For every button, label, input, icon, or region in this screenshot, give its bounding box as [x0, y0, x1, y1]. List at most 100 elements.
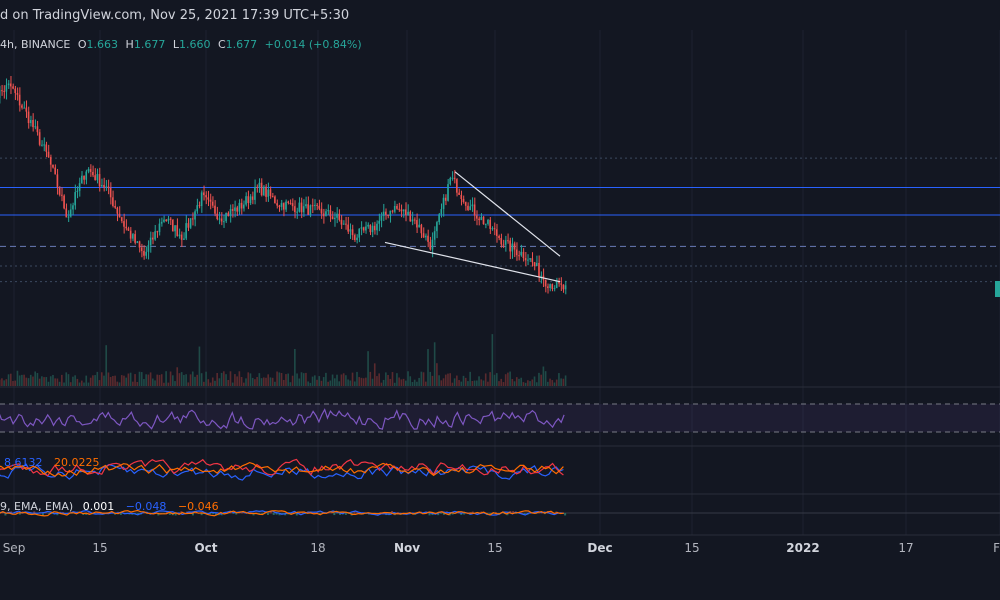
candle-body [444, 197, 447, 201]
volume-bar [538, 372, 540, 386]
candle-body [180, 234, 183, 240]
candle-body [100, 184, 103, 187]
candle-body [282, 203, 285, 210]
volume-bar [58, 381, 61, 386]
macd-histogram-bar [295, 513, 298, 516]
volume-bar [398, 377, 400, 386]
volume-bar [511, 378, 514, 386]
volume-bar [223, 371, 225, 386]
candle-body [473, 204, 476, 216]
candle-body [338, 213, 341, 220]
volume-bar [267, 374, 270, 386]
volume-bar [74, 375, 76, 386]
volume-bar [376, 376, 378, 386]
volume-bar [61, 374, 63, 386]
candle-body [456, 179, 458, 193]
volume-bar [300, 372, 303, 386]
candle-body [478, 218, 480, 221]
macd-histogram-bar [238, 512, 241, 514]
volume-bar [447, 373, 449, 386]
time-axis-label: Dec [587, 541, 612, 555]
volume-bar [314, 375, 316, 386]
candle-body [61, 194, 63, 196]
candle-body [285, 201, 287, 210]
volume-bar [285, 374, 287, 386]
last-price-tag [995, 281, 1000, 297]
macd-histogram-bar [506, 513, 509, 516]
candle-body [314, 204, 316, 206]
candle-body [331, 216, 334, 220]
time-axis-label: 15 [92, 541, 107, 555]
volume-bar [540, 374, 542, 386]
candle-body [294, 206, 296, 213]
volume-bar [504, 374, 507, 386]
candle-body [174, 225, 176, 232]
volume-bar [327, 381, 329, 386]
candle-body [207, 197, 210, 200]
volume-bar [38, 378, 41, 386]
time-axis-label: 15 [684, 541, 699, 555]
trendline-1 [384, 241, 561, 283]
candle-body [544, 279, 547, 287]
candle-body [41, 144, 43, 146]
volume-bar [96, 371, 99, 386]
candle-body [342, 223, 345, 225]
volume-bar [220, 372, 223, 386]
volume-bar [433, 342, 436, 386]
candle-body [154, 231, 156, 240]
candle-body [92, 171, 94, 176]
macd-histogram-bar [157, 513, 160, 516]
volume-bar [256, 377, 258, 386]
macd-histogram-bar [471, 511, 474, 514]
volume-bar [418, 377, 420, 386]
volume-bar [145, 374, 147, 386]
macd-histogram-bar [88, 511, 91, 514]
candle-body [551, 284, 554, 289]
horizontal-levels[interactable] [0, 157, 1000, 283]
candle-body [123, 221, 125, 227]
candle-body [560, 283, 562, 285]
candle-body [160, 221, 163, 224]
candle-body [216, 213, 218, 220]
macd-histogram-bar [18, 513, 21, 515]
candle-body [491, 228, 494, 230]
volume-bar [331, 374, 334, 386]
volume-bar [467, 381, 469, 386]
volume-bar [338, 381, 341, 386]
volume-bar [16, 370, 19, 386]
candle-body [152, 237, 154, 240]
trendlines[interactable] [384, 171, 561, 283]
candle-body [416, 220, 418, 228]
candle-body [515, 249, 518, 256]
candle-body [191, 218, 194, 220]
volume-bar [80, 380, 83, 386]
macd-histogram-bar [209, 513, 212, 515]
volume-bar [34, 371, 37, 386]
volume-bar [427, 349, 429, 386]
candle-body [34, 126, 37, 128]
time-axis-label: 15 [487, 541, 502, 555]
volume-bar [351, 372, 354, 386]
volume-bar [87, 382, 90, 386]
volume-bar [76, 378, 79, 386]
volume-bar [125, 377, 127, 386]
macd-histogram-bar [252, 513, 255, 516]
volume-bar [549, 378, 551, 386]
candle-body [196, 205, 199, 212]
rsi-pane [0, 403, 1000, 433]
volume-bar [473, 380, 476, 386]
candle-body [549, 284, 551, 289]
candle-body [325, 211, 327, 217]
candle-body [436, 222, 438, 232]
volume-bar [280, 373, 283, 386]
volume-bar [493, 374, 496, 386]
candle-body [56, 174, 59, 188]
macd-histogram-bar [564, 513, 567, 516]
candle-body [198, 205, 201, 207]
volume-bar [495, 373, 498, 386]
volume-bar [524, 382, 527, 386]
macd-histogram-bar [281, 513, 284, 515]
candle-body [120, 217, 123, 222]
candle-body [225, 212, 227, 222]
